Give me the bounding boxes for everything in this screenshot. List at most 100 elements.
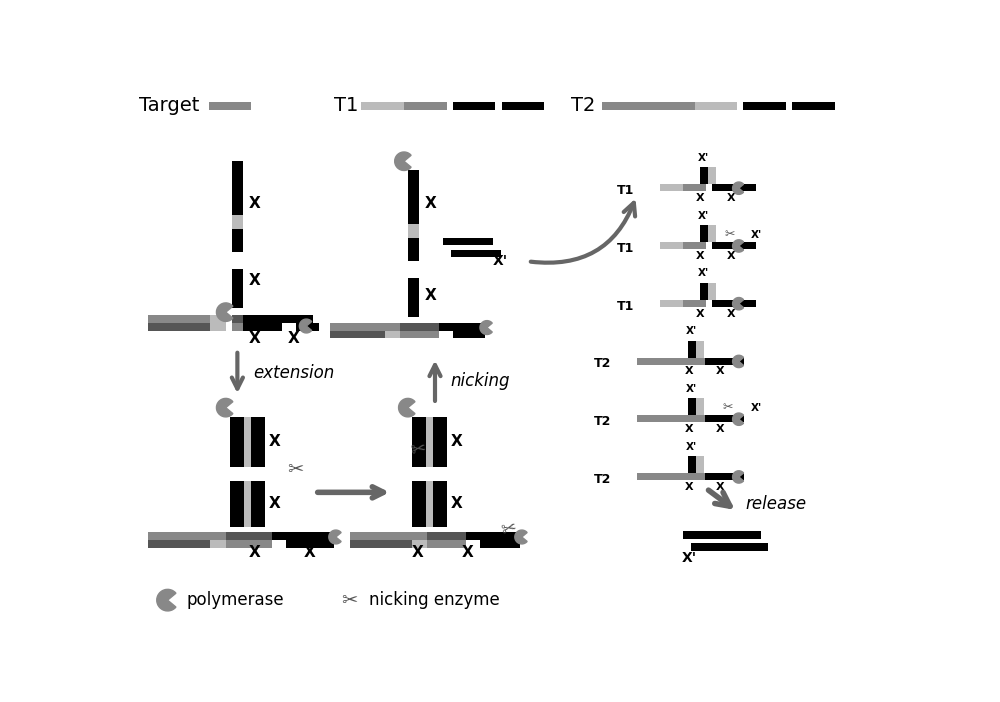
Text: X: X	[716, 482, 724, 492]
Bar	[272, 540, 286, 548]
Bar	[717, 300, 756, 307]
Text: X': X'	[698, 211, 709, 220]
Text: X: X	[462, 545, 474, 560]
Bar	[232, 252, 243, 269]
Text: X: X	[685, 366, 693, 376]
Bar	[209, 102, 251, 110]
Text: T2: T2	[594, 415, 611, 428]
Bar	[706, 416, 712, 423]
Bar	[361, 102, 404, 110]
Wedge shape	[515, 530, 527, 544]
Bar	[708, 225, 716, 242]
Bar	[683, 242, 706, 249]
Text: T1: T1	[334, 96, 359, 115]
Wedge shape	[733, 413, 744, 425]
Bar	[688, 340, 696, 357]
Bar	[466, 532, 520, 540]
Bar	[792, 102, 835, 110]
Text: X: X	[696, 309, 705, 319]
Text: ✂: ✂	[409, 440, 427, 461]
Wedge shape	[395, 152, 411, 171]
Bar	[466, 540, 480, 548]
Wedge shape	[157, 590, 176, 611]
Bar	[443, 238, 493, 245]
Bar	[230, 481, 244, 527]
Bar	[688, 456, 696, 473]
Wedge shape	[733, 471, 744, 483]
Wedge shape	[733, 240, 744, 252]
Text: X: X	[450, 496, 462, 511]
Bar	[148, 532, 334, 540]
Bar	[230, 467, 265, 481]
Bar	[706, 300, 712, 307]
Bar	[712, 473, 737, 480]
Bar	[706, 185, 712, 191]
Bar	[688, 399, 696, 416]
Bar	[426, 481, 433, 527]
Bar	[412, 467, 447, 481]
Bar	[427, 540, 466, 548]
Bar	[717, 242, 756, 249]
Bar	[433, 481, 447, 527]
Bar	[426, 417, 433, 467]
Bar	[439, 331, 453, 338]
Text: X': X'	[751, 404, 762, 413]
Text: X: X	[268, 434, 280, 449]
Bar	[705, 473, 744, 480]
Bar	[708, 167, 716, 185]
Text: ✂: ✂	[499, 519, 518, 540]
Text: ✂: ✂	[723, 401, 733, 414]
Text: X': X'	[686, 326, 697, 336]
Bar	[737, 102, 743, 110]
Bar	[433, 417, 447, 467]
Text: nicking: nicking	[450, 371, 510, 390]
Bar	[708, 283, 716, 300]
Bar	[330, 331, 385, 338]
Bar	[706, 357, 712, 364]
Bar	[683, 300, 706, 307]
Bar	[148, 315, 210, 323]
Bar	[226, 532, 272, 540]
Text: T2: T2	[594, 472, 611, 486]
Bar	[232, 215, 243, 229]
Wedge shape	[399, 399, 415, 417]
Bar	[712, 242, 737, 249]
Text: T2: T2	[571, 96, 595, 115]
Bar	[691, 543, 768, 551]
Bar	[696, 399, 704, 416]
Bar	[683, 185, 706, 191]
Bar	[453, 331, 485, 338]
Bar	[412, 481, 426, 527]
Text: nicking enzyme: nicking enzyme	[369, 591, 500, 609]
Text: T1: T1	[617, 184, 635, 197]
Text: X: X	[425, 196, 437, 211]
Bar	[660, 185, 683, 191]
Bar	[385, 331, 400, 338]
Text: Target: Target	[139, 96, 199, 115]
Text: extension: extension	[253, 364, 334, 382]
Text: X': X'	[751, 230, 762, 240]
Bar	[226, 540, 272, 548]
Bar	[244, 481, 251, 527]
Bar	[706, 473, 712, 480]
Text: X: X	[249, 331, 261, 346]
Text: X': X'	[493, 254, 508, 268]
Text: X: X	[303, 545, 315, 560]
Bar	[637, 357, 706, 364]
Bar	[230, 417, 244, 467]
Wedge shape	[480, 321, 492, 334]
Bar	[232, 161, 243, 215]
Bar	[495, 102, 502, 110]
Bar	[210, 323, 226, 331]
Bar	[408, 278, 419, 317]
Wedge shape	[733, 298, 744, 310]
Bar	[439, 323, 485, 331]
Bar	[408, 261, 419, 278]
Text: release: release	[745, 495, 806, 513]
Bar	[637, 473, 706, 480]
Text: X: X	[685, 424, 693, 435]
Bar	[427, 532, 466, 540]
Bar	[712, 300, 737, 307]
Bar	[286, 540, 334, 548]
Bar	[148, 323, 210, 331]
